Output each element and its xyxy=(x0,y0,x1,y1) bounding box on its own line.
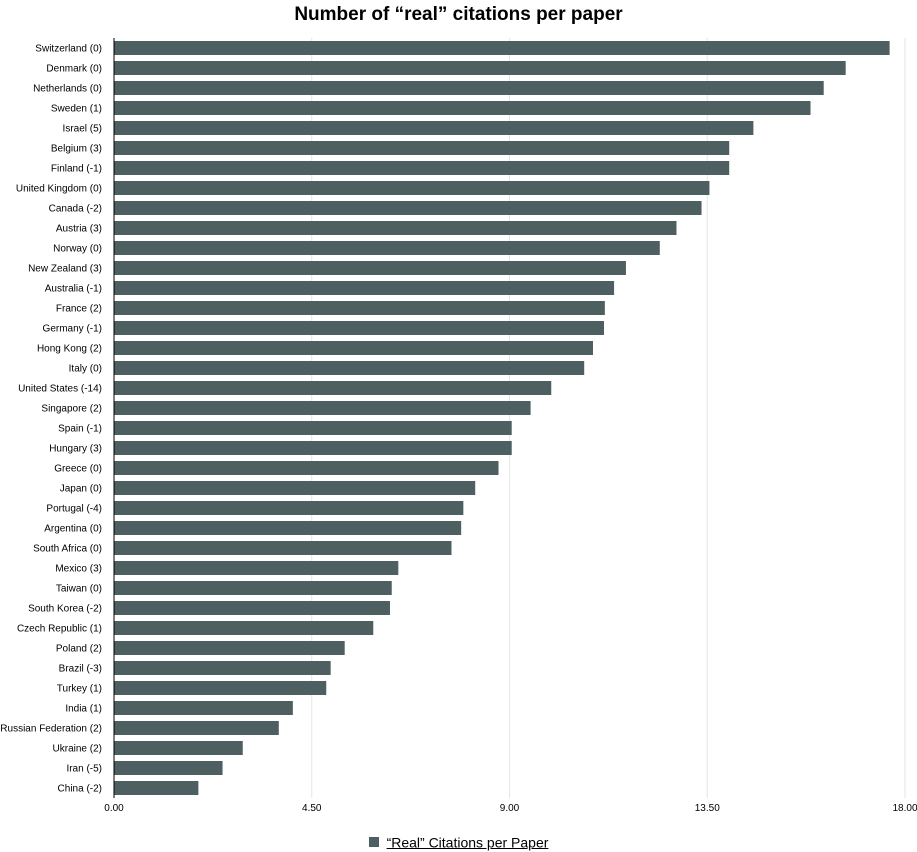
bar[interactable] xyxy=(114,501,464,515)
category-label: Denmark (0) xyxy=(46,64,102,75)
category-label: China (-2) xyxy=(58,784,102,795)
bar[interactable] xyxy=(114,561,399,575)
category-label: Italy (0) xyxy=(69,364,102,375)
bar[interactable] xyxy=(114,601,390,615)
bar[interactable] xyxy=(114,381,552,395)
bar[interactable] xyxy=(114,761,223,775)
bar[interactable] xyxy=(114,361,585,375)
x-axis-ticks: 0.00 4.50 9.00 13.50 18.00 xyxy=(104,803,917,814)
bar[interactable] xyxy=(114,141,730,155)
category-label: Spain (-1) xyxy=(58,424,102,435)
bar[interactable] xyxy=(114,621,374,635)
category-label: Czech Republic (1) xyxy=(17,624,102,635)
bar[interactable] xyxy=(114,201,702,215)
bar[interactable] xyxy=(114,241,660,255)
x-tick-label: 18.00 xyxy=(892,803,917,814)
category-label: Sweden (1) xyxy=(51,104,102,115)
bar[interactable] xyxy=(114,581,392,595)
bar[interactable] xyxy=(114,421,512,435)
bar[interactable] xyxy=(114,481,476,495)
category-label: United Kingdom (0) xyxy=(16,184,102,195)
category-label: Belgium (3) xyxy=(51,144,102,155)
category-label: Taiwan (0) xyxy=(56,584,102,595)
legend-swatch xyxy=(368,837,379,848)
category-label: New Zealand (3) xyxy=(28,264,102,275)
legend[interactable]: “Real” Citations per Paper xyxy=(0,833,917,850)
legend-label: “Real” Citations per Paper xyxy=(386,834,549,851)
category-label: France (2) xyxy=(56,304,102,315)
category-label: Greece (0) xyxy=(54,464,102,475)
category-label: Germany (-1) xyxy=(43,324,102,335)
category-label: Canada (-2) xyxy=(49,204,102,215)
bar[interactable] xyxy=(114,781,199,795)
chart-title: Number of “real” citations per paper xyxy=(294,4,623,25)
category-label: Argentina (0) xyxy=(44,524,102,535)
category-label: Austria (3) xyxy=(56,224,102,235)
bar[interactable] xyxy=(114,261,626,275)
bar[interactable] xyxy=(114,701,293,715)
category-label: Poland (2) xyxy=(56,644,102,655)
category-label: Australia (-1) xyxy=(45,284,102,295)
category-label: Japan (0) xyxy=(60,484,102,495)
category-label: Switzerland (0) xyxy=(35,44,102,55)
bar[interactable] xyxy=(114,461,499,475)
bar[interactable] xyxy=(114,161,730,175)
bar[interactable] xyxy=(114,521,462,535)
category-label: India (1) xyxy=(65,704,102,715)
category-label: Russian Federation (2) xyxy=(0,724,102,735)
category-label: Mexico (3) xyxy=(55,564,102,575)
x-tick-label: 0.00 xyxy=(104,803,124,814)
category-label: South Korea (-2) xyxy=(28,604,102,615)
bar[interactable] xyxy=(114,541,452,555)
category-label: Hong Kong (2) xyxy=(37,344,102,355)
bar[interactable] xyxy=(114,301,605,315)
category-label: Netherlands (0) xyxy=(33,84,102,95)
x-tick-label: 9.00 xyxy=(500,803,520,814)
bar[interactable] xyxy=(114,321,604,335)
category-label: Norway (0) xyxy=(53,244,102,255)
category-label: United States (-14) xyxy=(18,384,102,395)
category-label: Finland (-1) xyxy=(51,164,102,175)
bars xyxy=(114,41,890,795)
bar[interactable] xyxy=(114,441,512,455)
category-labels: Switzerland (0) Denmark (0) Netherlands (0… xyxy=(0,44,102,795)
bar[interactable] xyxy=(114,661,331,675)
bar[interactable] xyxy=(114,221,677,235)
bar[interactable] xyxy=(114,721,279,735)
bar[interactable] xyxy=(114,81,824,95)
bar[interactable] xyxy=(114,341,593,355)
category-label: Iran (-5) xyxy=(66,764,102,775)
bar[interactable] xyxy=(114,41,890,55)
category-label: Brazil (-3) xyxy=(59,664,102,675)
category-label: South Africa (0) xyxy=(33,544,102,555)
category-label: Hungary (3) xyxy=(49,444,102,455)
bar[interactable] xyxy=(114,681,327,695)
bar[interactable] xyxy=(114,121,754,135)
bar[interactable] xyxy=(114,181,710,195)
bar[interactable] xyxy=(114,641,345,655)
category-label: Israel (5) xyxy=(63,124,102,135)
x-tick-label: 4.50 xyxy=(302,803,322,814)
bar[interactable] xyxy=(114,401,531,415)
bar[interactable] xyxy=(114,61,846,75)
bar[interactable] xyxy=(114,741,243,755)
category-label: Ukraine (2) xyxy=(53,744,102,755)
category-label: Portugal (-4) xyxy=(46,504,102,515)
bar[interactable] xyxy=(114,101,811,115)
category-label: Singapore (2) xyxy=(41,404,102,415)
category-label: Turkey (1) xyxy=(57,684,102,695)
bar[interactable] xyxy=(114,281,615,295)
x-tick-label: 13.50 xyxy=(695,803,720,814)
